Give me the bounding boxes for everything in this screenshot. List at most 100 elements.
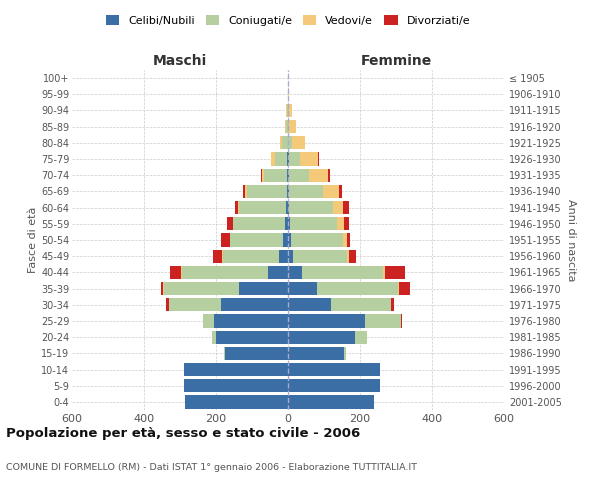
Bar bbox=[225, 346, 288, 360]
Text: Maschi: Maschi bbox=[153, 54, 207, 68]
Bar bbox=[247, 185, 287, 198]
Bar bbox=[288, 120, 289, 134]
Bar bbox=[286, 120, 288, 134]
Bar bbox=[238, 201, 239, 214]
Bar bbox=[286, 201, 288, 214]
Bar bbox=[344, 346, 346, 360]
Bar bbox=[163, 282, 164, 295]
Bar bbox=[287, 185, 288, 198]
Bar bbox=[170, 266, 181, 279]
Bar bbox=[288, 330, 355, 344]
Bar bbox=[214, 250, 223, 263]
Bar bbox=[227, 217, 233, 230]
Bar bbox=[288, 185, 289, 198]
Bar bbox=[216, 330, 288, 344]
Bar bbox=[293, 250, 347, 263]
Text: COMUNE DI FORMELLO (RM) - Dati ISTAT 1° gennaio 2006 - Elaborazione TUTTITALIA.I: COMUNE DI FORMELLO (RM) - Dati ISTAT 1° … bbox=[6, 462, 417, 471]
Bar bbox=[287, 104, 288, 117]
Bar bbox=[184, 379, 288, 392]
Bar bbox=[308, 168, 328, 182]
Bar bbox=[164, 282, 239, 295]
Bar bbox=[317, 282, 398, 295]
Bar bbox=[288, 250, 293, 263]
Bar bbox=[288, 104, 289, 117]
Bar bbox=[281, 136, 288, 149]
Bar bbox=[288, 282, 317, 295]
Bar bbox=[288, 201, 289, 214]
Bar bbox=[288, 379, 380, 392]
Bar bbox=[224, 346, 225, 360]
Bar bbox=[289, 201, 332, 214]
Bar bbox=[401, 314, 403, 328]
Bar bbox=[288, 152, 289, 166]
Bar bbox=[288, 88, 289, 101]
Text: Femmine: Femmine bbox=[361, 54, 431, 68]
Bar bbox=[221, 298, 288, 312]
Bar bbox=[203, 314, 214, 328]
Bar bbox=[288, 266, 302, 279]
Bar bbox=[291, 234, 343, 246]
Bar bbox=[288, 168, 289, 182]
Bar bbox=[185, 396, 288, 408]
Bar bbox=[288, 346, 344, 360]
Bar bbox=[289, 168, 308, 182]
Bar bbox=[271, 152, 275, 166]
Bar bbox=[302, 266, 383, 279]
Bar bbox=[230, 234, 283, 246]
Bar bbox=[328, 168, 330, 182]
Bar bbox=[239, 201, 286, 214]
Bar bbox=[343, 201, 349, 214]
Bar bbox=[355, 330, 367, 344]
Bar bbox=[264, 168, 287, 182]
Bar bbox=[344, 217, 349, 230]
Bar bbox=[288, 396, 374, 408]
Bar bbox=[287, 152, 288, 166]
Bar bbox=[288, 314, 365, 328]
Bar bbox=[279, 250, 288, 263]
Bar bbox=[299, 152, 317, 166]
Bar bbox=[317, 152, 319, 166]
Bar bbox=[288, 298, 331, 312]
Bar bbox=[323, 185, 340, 198]
Bar bbox=[239, 282, 288, 295]
Bar bbox=[347, 234, 350, 246]
Y-axis label: Anni di nascita: Anni di nascita bbox=[566, 198, 575, 281]
Bar bbox=[268, 266, 288, 279]
Bar bbox=[289, 104, 292, 117]
Bar bbox=[261, 168, 262, 182]
Bar bbox=[332, 201, 343, 214]
Bar bbox=[233, 217, 286, 230]
Bar bbox=[331, 298, 391, 312]
Bar bbox=[223, 250, 279, 263]
Bar bbox=[289, 152, 299, 166]
Bar bbox=[182, 266, 268, 279]
Bar bbox=[292, 136, 305, 149]
Bar bbox=[283, 234, 288, 246]
Bar bbox=[399, 282, 410, 295]
Bar bbox=[166, 298, 169, 312]
Bar bbox=[385, 266, 405, 279]
Bar bbox=[244, 185, 245, 198]
Bar bbox=[383, 266, 385, 279]
Bar bbox=[289, 185, 323, 198]
Bar bbox=[365, 314, 401, 328]
Bar bbox=[245, 185, 247, 198]
Bar bbox=[398, 282, 399, 295]
Bar bbox=[161, 282, 163, 295]
Bar bbox=[214, 314, 288, 328]
Bar bbox=[286, 104, 287, 117]
Bar bbox=[340, 185, 343, 198]
Bar bbox=[285, 120, 286, 134]
Bar bbox=[184, 363, 288, 376]
Bar bbox=[349, 250, 356, 263]
Bar bbox=[347, 250, 349, 263]
Bar bbox=[343, 234, 347, 246]
Bar bbox=[286, 217, 288, 230]
Bar bbox=[280, 136, 281, 149]
Bar bbox=[262, 168, 264, 182]
Bar bbox=[391, 298, 394, 312]
Bar bbox=[275, 152, 287, 166]
Bar bbox=[212, 330, 216, 344]
Bar bbox=[288, 363, 380, 376]
Bar bbox=[288, 136, 292, 149]
